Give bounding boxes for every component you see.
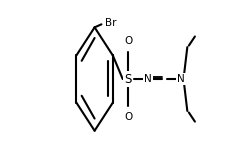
Text: O: O	[124, 112, 132, 123]
Text: Br: Br	[105, 18, 117, 28]
Text: S: S	[124, 73, 132, 86]
Text: N: N	[144, 74, 152, 84]
Text: O: O	[124, 36, 132, 46]
Text: N: N	[177, 74, 185, 84]
